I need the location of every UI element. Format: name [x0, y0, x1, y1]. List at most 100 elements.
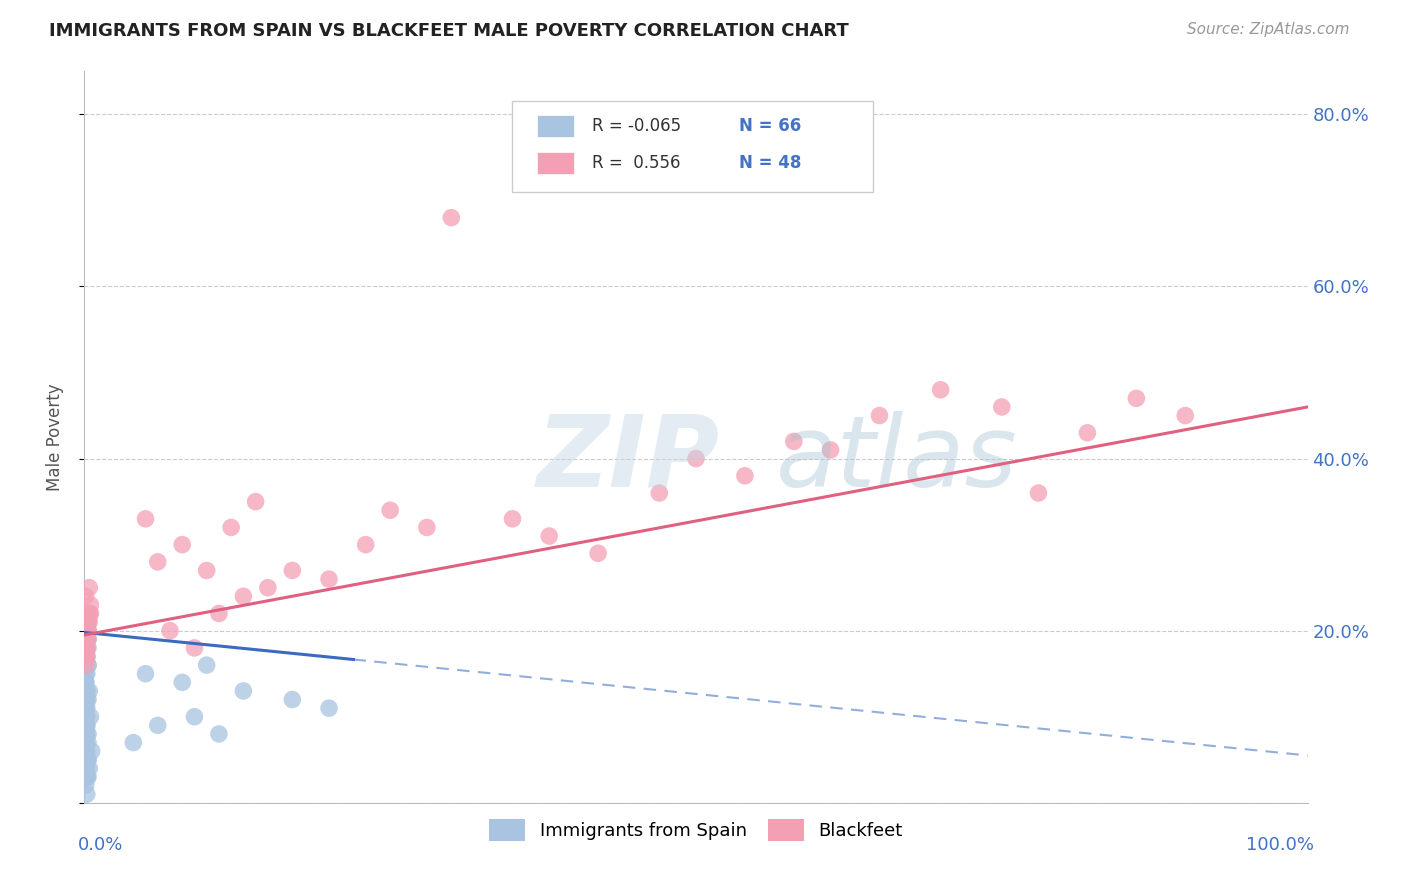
Point [929, 383, 952, 397]
Point [77, 658, 100, 673]
Point [76, 684, 98, 698]
Point [75, 658, 97, 673]
Point [79, 710, 101, 724]
Point [586, 546, 609, 560]
Point [76, 761, 98, 775]
Point [208, 727, 231, 741]
FancyBboxPatch shape [513, 101, 873, 192]
Point [648, 486, 671, 500]
Point [77, 615, 100, 629]
Point [80, 744, 103, 758]
Point [76, 718, 98, 732]
Text: R =  0.556: R = 0.556 [592, 153, 681, 172]
Point [135, 512, 157, 526]
Point [77, 770, 100, 784]
Point [75, 779, 97, 793]
Point [76, 710, 98, 724]
Point [232, 684, 254, 698]
Text: N = 66: N = 66 [738, 117, 801, 136]
Point [75, 649, 97, 664]
Point [76, 615, 98, 629]
Point [75, 658, 97, 673]
Point [1125, 392, 1147, 406]
Point [77, 684, 100, 698]
Point [146, 555, 169, 569]
Point [195, 564, 218, 578]
Point [76, 632, 98, 647]
Point [77, 581, 100, 595]
Point [75, 675, 97, 690]
Point [76, 744, 98, 758]
Point [76, 727, 98, 741]
Point [172, 538, 194, 552]
Point [76, 632, 98, 647]
Point [75, 727, 97, 741]
Point [77, 615, 100, 629]
Point [75, 624, 97, 638]
Point [76, 753, 98, 767]
Point [75, 675, 97, 690]
Point [77, 632, 100, 647]
Point [76, 640, 98, 655]
Point [76, 684, 98, 698]
Point [76, 787, 98, 801]
FancyBboxPatch shape [537, 152, 574, 174]
Point [77, 615, 100, 629]
Point [77, 692, 100, 706]
Point [820, 442, 842, 457]
Point [75, 701, 97, 715]
Point [75, 640, 97, 655]
Point [538, 529, 561, 543]
Point [77, 753, 100, 767]
Point [318, 701, 340, 715]
Point [1076, 425, 1098, 440]
Point [76, 649, 98, 664]
Point [232, 589, 254, 603]
Point [75, 735, 97, 749]
Y-axis label: Male Poverty: Male Poverty [45, 384, 63, 491]
Point [281, 692, 304, 706]
Point [76, 701, 98, 715]
Point [76, 649, 98, 664]
Point [440, 211, 463, 225]
Point [257, 581, 280, 595]
Point [77, 735, 100, 749]
Point [75, 718, 97, 732]
Point [354, 538, 377, 552]
Point [734, 468, 756, 483]
Point [1174, 409, 1197, 423]
Point [75, 607, 97, 621]
Point [416, 520, 439, 534]
Text: IMMIGRANTS FROM SPAIN VS BLACKFEET MALE POVERTY CORRELATION CHART: IMMIGRANTS FROM SPAIN VS BLACKFEET MALE … [49, 22, 849, 40]
Point [77, 624, 100, 638]
Point [77, 658, 100, 673]
Point [77, 640, 100, 655]
Point [79, 598, 101, 612]
Point [135, 666, 157, 681]
Point [783, 434, 806, 449]
Point [172, 675, 194, 690]
Point [208, 607, 231, 621]
Text: Source: ZipAtlas.com: Source: ZipAtlas.com [1187, 22, 1350, 37]
Point [77, 761, 100, 775]
Point [183, 640, 205, 655]
Point [183, 710, 205, 724]
Point [159, 624, 181, 638]
Point [1028, 486, 1050, 500]
Point [77, 607, 100, 621]
Point [76, 640, 98, 655]
Point [502, 512, 524, 526]
Point [219, 520, 242, 534]
Point [77, 624, 100, 638]
Point [77, 624, 100, 638]
Text: 0.0%: 0.0% [79, 836, 124, 854]
Point [76, 640, 98, 655]
Point [685, 451, 707, 466]
Point [380, 503, 402, 517]
Point [318, 572, 340, 586]
FancyBboxPatch shape [537, 115, 574, 137]
Point [75, 692, 97, 706]
Text: atlas: atlas [776, 410, 1017, 508]
Point [79, 607, 101, 621]
Point [77, 727, 100, 741]
